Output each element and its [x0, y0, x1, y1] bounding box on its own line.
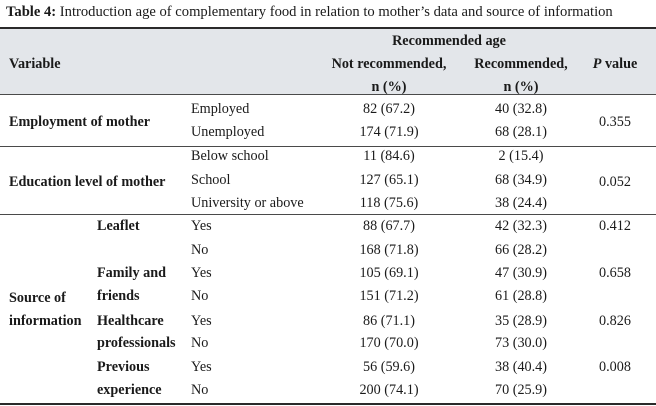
category-cell: Yes: [191, 265, 212, 281]
source-group-name-line2: experience: [97, 382, 162, 398]
p-value-cell: 0.658: [599, 265, 631, 281]
header-variable: Variable: [9, 56, 61, 72]
section-employment: Employment of mother: [9, 114, 151, 130]
not-recommended-cell: 127 (65.1): [359, 172, 419, 188]
p-value-cell: 0.826: [599, 313, 631, 329]
category-cell: No: [191, 288, 209, 304]
source-group-name: Leaflet: [97, 218, 140, 234]
header-p-value: P value: [592, 56, 638, 72]
not-recommended-cell: 56 (59.6): [362, 359, 415, 375]
not-recommended-cell: 170 (70.0): [359, 335, 419, 351]
recommended-cell: 47 (30.9): [494, 265, 547, 281]
not-recommended-cell: 174 (71.9): [359, 124, 419, 140]
section-source-line2: information: [9, 313, 82, 329]
data-table: Recommended age Variable Not recommended…: [0, 27, 656, 405]
p-value-cell: 0.412: [599, 218, 631, 234]
not-recommended-cell: 151 (71.2): [359, 288, 419, 304]
section-divider: [0, 146, 656, 147]
recommended-cell: 38 (40.4): [494, 359, 547, 375]
header-recommended-unit: n (%): [503, 79, 539, 95]
header-not-recommended: Not recommended,: [331, 56, 447, 72]
header-not-recommended-unit: n (%): [371, 79, 407, 95]
category-cell: Yes: [191, 218, 212, 234]
source-group-name-line2: professionals: [97, 335, 176, 351]
category-cell: No: [191, 382, 209, 398]
category-cell: University or above: [191, 195, 304, 211]
table-header: [0, 27, 656, 94]
recommended-cell: 73 (30.0): [494, 335, 547, 351]
caption-text: Introduction age of complementary food i…: [56, 4, 613, 20]
table-caption: Table 4: Introduction age of complementa…: [6, 3, 654, 21]
table-bottom-rule: [0, 403, 656, 405]
header-recommended: Recommended,: [474, 56, 568, 72]
section-source: Source of: [9, 290, 66, 306]
not-recommended-cell: 168 (71.8): [359, 242, 419, 258]
category-cell: Below school: [191, 148, 269, 164]
section-education: Education level of mother: [9, 174, 166, 190]
not-recommended-cell: 11 (84.6): [363, 148, 415, 164]
recommended-cell: 42 (32.3): [494, 218, 547, 234]
table-top-rule: [0, 27, 656, 29]
category-cell: School: [191, 172, 231, 188]
source-group-name: Previous: [97, 359, 150, 375]
source-group-name: Family and: [97, 265, 166, 281]
header-recommended-age: Recommended age: [392, 33, 506, 49]
table-label: Table 4:: [6, 4, 57, 20]
not-recommended-cell: 88 (67.7): [362, 218, 415, 234]
not-recommended-cell: 86 (71.1): [362, 313, 415, 329]
section-divider: [0, 214, 656, 215]
source-group-name-line2: friends: [97, 288, 140, 304]
recommended-cell: 66 (28.2): [494, 242, 547, 258]
source-group-name: Healthcare: [97, 313, 164, 329]
p-value-cell: 0.355: [599, 114, 631, 130]
header-bottom-rule: [0, 94, 656, 95]
not-recommended-cell: 200 (74.1): [359, 382, 419, 398]
recommended-cell: 61 (28.8): [494, 288, 547, 304]
category-cell: Yes: [191, 359, 212, 375]
recommended-cell: 2 (15.4): [498, 148, 544, 164]
not-recommended-cell: 82 (67.2): [362, 101, 415, 117]
not-recommended-cell: 118 (75.6): [359, 195, 419, 211]
category-cell: No: [191, 335, 209, 351]
p-value-cell: 0.008: [599, 359, 631, 375]
p-value-cell: 0.052: [599, 174, 631, 190]
recommended-cell: 35 (28.9): [494, 313, 547, 329]
recommended-cell: 68 (28.1): [494, 124, 547, 140]
not-recommended-cell: 105 (69.1): [359, 265, 419, 281]
category-cell: No: [191, 242, 209, 258]
recommended-cell: 68 (34.9): [494, 172, 547, 188]
category-cell: Unemployed: [191, 124, 265, 140]
recommended-cell: 70 (25.9): [494, 382, 547, 398]
recommended-cell: 38 (24.4): [494, 195, 547, 211]
recommended-cell: 40 (32.8): [494, 101, 547, 117]
category-cell: Employed: [191, 101, 250, 117]
category-cell: Yes: [191, 313, 212, 329]
